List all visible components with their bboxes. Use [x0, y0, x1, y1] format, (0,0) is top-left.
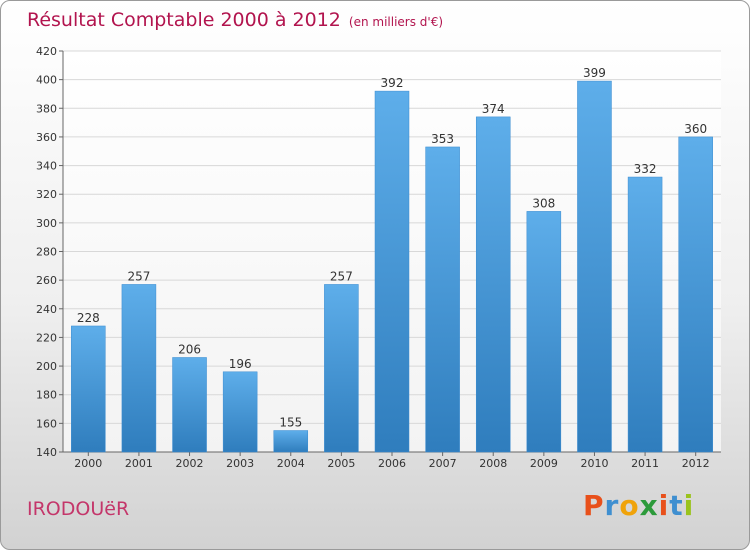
data-label: 308: [532, 196, 555, 210]
bar: [324, 284, 359, 453]
data-label: 257: [330, 269, 353, 283]
bar: [577, 80, 612, 453]
data-label: 360: [684, 122, 707, 136]
y-tick-label: 220: [36, 331, 57, 344]
y-tick-label: 320: [36, 188, 57, 201]
x-tick-label: 2008: [479, 457, 507, 470]
x-tick-label: 2004: [277, 457, 305, 470]
x-tick-label: 2000: [74, 457, 102, 470]
logo-letter: r: [604, 489, 620, 522]
x-tick-label: 2010: [580, 457, 608, 470]
y-tick-label: 400: [36, 74, 57, 87]
title-text: Résultat Comptable 2000 à 2012: [27, 9, 341, 31]
commune-name: IRODOUëR: [27, 498, 130, 520]
data-label: 392: [381, 76, 404, 90]
bar: [172, 357, 207, 453]
bar: [627, 176, 663, 453]
y-tick-label: 340: [36, 160, 57, 173]
data-label: 155: [279, 416, 302, 430]
bar: [678, 136, 713, 453]
x-tick-label: 2003: [226, 457, 254, 470]
bar: [273, 430, 309, 453]
y-tick-label: 260: [36, 274, 57, 287]
chart-subtitle: (en milliers d'€): [348, 15, 444, 29]
x-tick-label: 2012: [682, 457, 710, 470]
data-label: 353: [431, 132, 454, 146]
bar: [121, 284, 157, 453]
logo-letter: P: [583, 489, 605, 522]
logo-letter: i: [683, 489, 695, 522]
x-tick-label: 2006: [378, 457, 406, 470]
logo-letter: x: [639, 489, 659, 522]
proxiti-logo: Proxiti: [583, 489, 694, 522]
y-tick-label: 240: [36, 303, 57, 316]
y-tick-label: 180: [36, 389, 57, 402]
data-label: 332: [634, 162, 657, 176]
logo-letter: t: [669, 489, 684, 522]
x-tick-label: 2007: [429, 457, 457, 470]
y-tick-label: 420: [36, 45, 57, 58]
bar: [222, 371, 258, 453]
y-tick-label: 160: [36, 417, 57, 430]
chart-title: Résultat Comptable 2000 à 2012 (en millie…: [27, 9, 443, 31]
data-label: 196: [229, 357, 252, 371]
data-label: 228: [77, 311, 100, 325]
x-tick-label: 2009: [530, 457, 558, 470]
x-tick-label: 2002: [176, 457, 204, 470]
bar: [71, 325, 106, 453]
value-labels: 228 257 206 196 155 257 392 353 374 308 399 332 360: [77, 66, 707, 429]
logo-letter: i: [658, 489, 670, 522]
y-tick-label: 380: [36, 102, 57, 115]
data-label: 399: [583, 66, 606, 80]
logo-letter: o: [619, 489, 640, 522]
x-tick-label: 2005: [327, 457, 355, 470]
bar: [526, 211, 562, 453]
bar: [425, 146, 460, 453]
y-tick-label: 140: [36, 446, 57, 459]
y-tick-label: 280: [36, 246, 57, 259]
bar: [475, 116, 511, 453]
axes: 140 160 180 200 220 240 260 280 300 320 340 360 380 4…: [36, 45, 721, 470]
x-tick-label: 2001: [125, 457, 153, 470]
y-tick-label: 200: [36, 360, 57, 373]
y-tick-label: 300: [36, 217, 57, 230]
bar: [374, 90, 410, 453]
y-tick-label: 360: [36, 131, 57, 144]
data-label: 374: [482, 102, 505, 116]
data-label: 257: [127, 269, 150, 283]
x-tick-label: 2011: [631, 457, 659, 470]
bars: [71, 80, 713, 453]
data-label: 206: [178, 342, 201, 356]
